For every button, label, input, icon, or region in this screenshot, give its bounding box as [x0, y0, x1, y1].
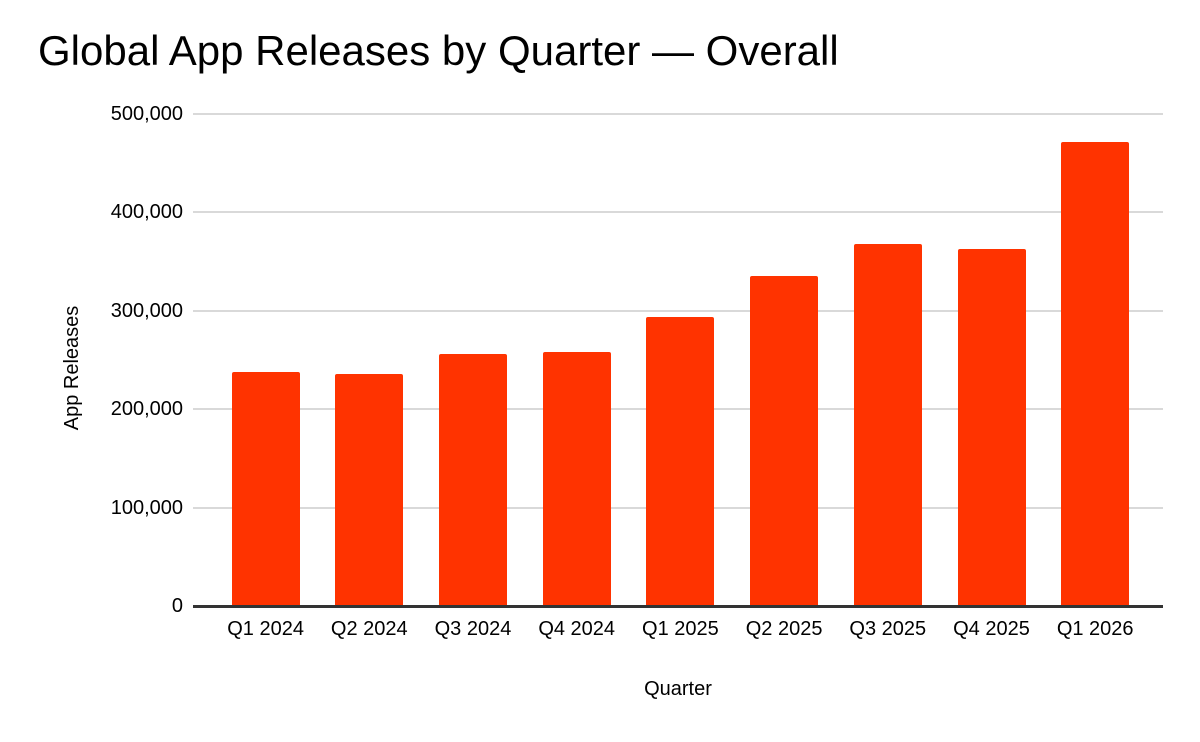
bar-q4-2025 [957, 249, 1026, 606]
y-tick-label: 200,000 [110, 398, 183, 421]
x-tick-label: Q1 2026 [1056, 618, 1134, 640]
bar-q3-2025 [853, 244, 922, 606]
bar-q2-2025 [750, 276, 819, 606]
x-tick-label: Q1 2024 [227, 618, 304, 640]
bar-q1-2024 [231, 372, 300, 606]
bar-q2-2024 [335, 374, 404, 606]
bar-q1-2026 [1061, 142, 1130, 606]
y-gridline [193, 113, 1163, 115]
chart-title: Global App Releases by Quarter — Overall [38, 27, 839, 74]
plot-area: 0 100,000 200,000 300,000 400,000 500,000 Q1 2… [111, 103, 1163, 640]
bar-q4-2024 [542, 352, 611, 606]
x-tick-label: Q2 2025 [745, 618, 823, 640]
x-axis-line [193, 605, 1163, 608]
y-gridline [193, 309, 1163, 312]
x-tick-label: Q3 2025 [849, 618, 927, 640]
y-tick-label: 500,000 [110, 103, 183, 125]
x-tick-label: Q4 2024 [538, 618, 616, 640]
x-tick-label: Q4 2025 [953, 618, 1030, 640]
x-tick-label: Q2 2024 [330, 618, 408, 640]
x-axis-title: Quarter [644, 678, 712, 700]
y-tick-label: 400,000 [110, 201, 183, 224]
y-tick-label: 300,000 [110, 299, 183, 322]
x-tick-label: Q1 2025 [642, 618, 719, 640]
y-tick-label: 0 [171, 595, 183, 617]
bar-q3-2024 [439, 354, 507, 606]
bar-q1-2025 [646, 317, 715, 606]
y-gridline [193, 211, 1163, 214]
x-tick-label: Q3 2024 [434, 618, 512, 640]
y-tick-label: 100,000 [110, 496, 183, 519]
